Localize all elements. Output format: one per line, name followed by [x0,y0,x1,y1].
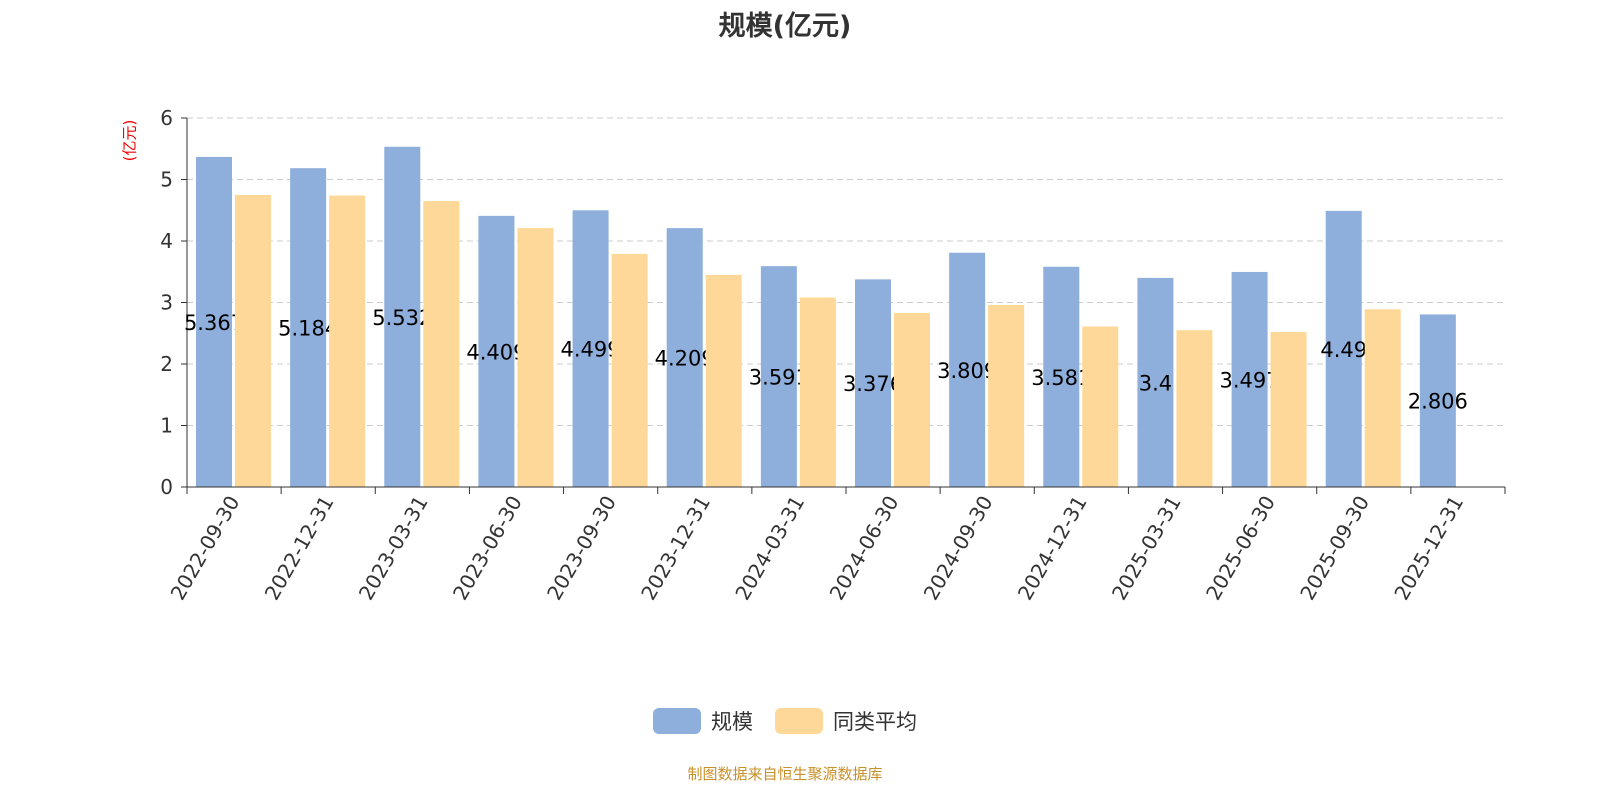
legend-swatch [775,708,823,734]
bar-average [423,201,460,487]
bar-scale [949,252,986,487]
bar-scale [572,210,609,487]
x-tick-label: 2025-03-31 [1107,492,1186,605]
data-label: 3.376 [843,372,903,396]
bar-scale [760,266,797,487]
bar-average [611,253,648,487]
data-label: 3.4 [1139,371,1172,395]
bar-scale [1419,314,1456,487]
bar-average [329,195,366,488]
y-tick-label: 1 [160,414,173,438]
x-tick-label: 2024-06-30 [824,492,903,605]
data-label: 3.809 [937,359,997,383]
data-label: 4.499 [561,338,621,362]
data-label: 3.581 [1031,366,1091,390]
y-tick-label: 0 [160,475,173,499]
bar-scale [1325,210,1362,488]
data-label: 4.209 [655,347,715,371]
bar-scale [196,156,232,487]
x-tick-label: 2025-09-30 [1295,492,1374,605]
bar-scale [290,168,327,487]
legend-item-scale[interactable]: 规模 [653,706,753,736]
data-label: 5.367 [184,311,244,335]
bar-scale [666,228,703,488]
x-tick-label: 2025-06-30 [1201,492,1280,605]
x-tick-label: 2023-03-31 [354,492,433,605]
bar-scale [384,146,421,488]
data-label: 2.806 [1408,390,1468,414]
source-footer: 制图数据来自恒生聚源数据库 [687,765,883,783]
data-label: 3.591 [749,366,809,390]
bar-average [894,312,930,487]
x-tick-label: 2023-12-31 [636,492,715,605]
y-tick-label: 6 [160,106,173,130]
bar-average [1176,330,1213,487]
legend-label: 规模 [711,710,753,734]
data-label: 5.532 [372,306,432,330]
data-label: 4.49 [1320,338,1367,362]
chart-title: 规模(亿元) [718,11,852,42]
legend-label: 同类平均 [833,710,917,734]
y-tick-label: 5 [160,168,173,192]
data-label: 3.497 [1220,368,1280,392]
x-tick-label: 2024-03-31 [730,492,809,605]
bar-average [1082,326,1119,487]
bar-scale [478,215,515,487]
x-tick-label: 2022-09-30 [165,492,244,605]
bar-scale [1231,271,1268,487]
bar-average [988,304,1025,487]
bar-scale [1043,266,1080,487]
bar-average [705,274,742,487]
data-label: 4.409 [466,340,526,364]
bar-scale [855,279,891,487]
x-tick-label: 2022-12-31 [260,492,339,605]
x-tick-label: 2023-09-30 [542,492,621,605]
bar-average [235,194,271,487]
legend: 规模 同类平均 [0,706,1570,736]
bar-average [799,297,836,487]
bar-average [1270,332,1307,487]
x-tick-label: 2024-09-30 [919,492,998,605]
y-tick-label: 4 [160,229,173,253]
x-tick-label: 2023-06-30 [448,492,527,605]
x-tick-label: 2024-12-31 [1013,492,1092,605]
y-tick-label: 2 [160,352,173,376]
data-label: 5.184 [278,317,338,341]
legend-item-average[interactable]: 同类平均 [775,706,917,736]
x-tick-label: 2025-12-31 [1389,492,1468,605]
bar-scale [1137,277,1174,487]
bar-average [1364,309,1401,487]
y-tick-label: 3 [160,291,173,315]
bar-average [517,228,554,487]
legend-swatch [653,708,701,734]
